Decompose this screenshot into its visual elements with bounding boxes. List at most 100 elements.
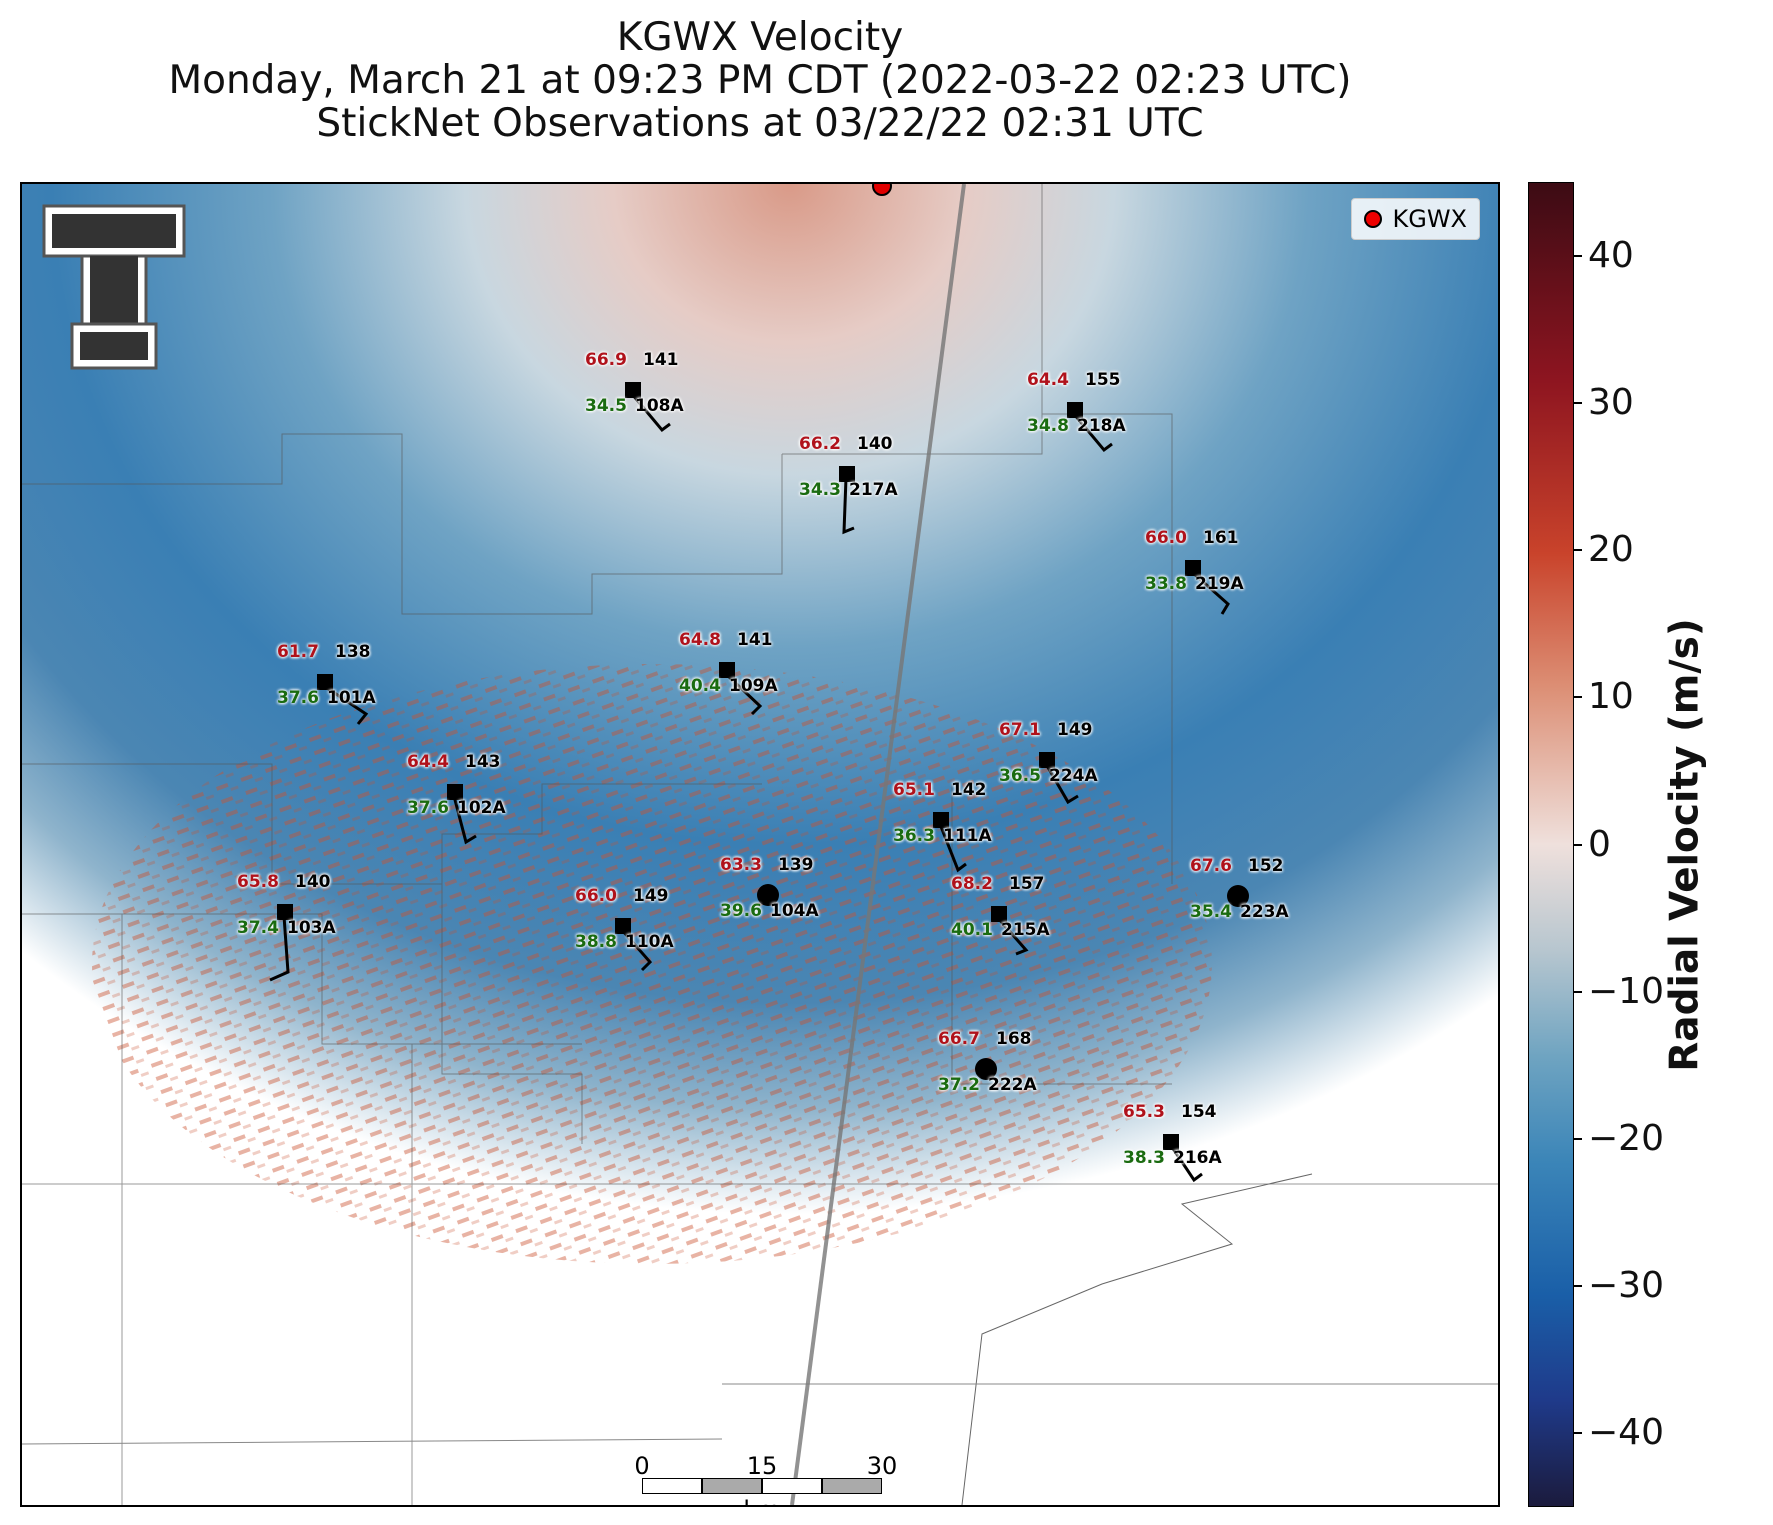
station-marker — [615, 918, 631, 934]
pressure-label: 140 — [857, 434, 893, 454]
highway — [790, 184, 966, 1505]
dewpoint-label: 34.3 — [799, 480, 841, 500]
temperature-label: 66.0 — [1145, 528, 1187, 548]
station-marker — [975, 1058, 997, 1080]
tick-mark — [1574, 843, 1582, 846]
tick-mark — [1574, 990, 1582, 993]
station-id-label: 103A — [287, 918, 336, 938]
title-line-obs: StickNet Observations at 03/22/22 02:31 … — [316, 101, 1204, 146]
station-id-label: 222A — [988, 1075, 1037, 1095]
pressure-label: 141 — [643, 350, 679, 370]
temperature-label: 66.2 — [799, 434, 841, 454]
dewpoint-label: 37.6 — [407, 798, 449, 818]
pressure-label: 138 — [335, 642, 371, 662]
pressure-label: 139 — [778, 855, 814, 875]
velocity-colorbar — [1528, 182, 1574, 1507]
pressure-label: 155 — [1085, 370, 1121, 390]
station-id-label: 218A — [1077, 416, 1126, 436]
temperature-label: 66.0 — [575, 886, 617, 906]
tick-label: 20 — [1588, 529, 1634, 571]
station-id-label: 111A — [943, 826, 992, 846]
scale-label-30: 30 — [866, 1452, 898, 1480]
temperature-label: 65.1 — [893, 780, 935, 800]
station-marker — [447, 784, 463, 800]
dewpoint-label: 35.4 — [1190, 902, 1232, 922]
temperature-label: 65.8 — [237, 872, 279, 892]
station-id-label: 224A — [1049, 766, 1098, 786]
station-id-label: 216A — [1173, 1148, 1222, 1168]
tick-mark — [1574, 254, 1582, 257]
temperature-label: 64.4 — [407, 752, 449, 772]
tick-mark — [1574, 401, 1582, 404]
tick-mark — [1574, 1432, 1582, 1435]
tick-label: 30 — [1588, 381, 1634, 423]
station-marker — [1163, 1134, 1179, 1150]
dewpoint-label: 38.8 — [575, 932, 617, 952]
tick-label: −40 — [1588, 1412, 1664, 1454]
pressure-label: 141 — [737, 630, 773, 650]
temperature-label: 67.1 — [999, 720, 1041, 740]
tick-mark — [1574, 696, 1582, 699]
scale-segment — [762, 1478, 822, 1494]
wind-barbs — [269, 393, 1230, 1183]
inbound-outbound-noise — [92, 664, 1212, 1264]
station-marker — [317, 674, 333, 690]
radar-site-icon — [1364, 210, 1383, 228]
station-id-label: 101A — [327, 688, 376, 708]
pressure-label: 140 — [295, 872, 331, 892]
tick-label: 40 — [1588, 234, 1634, 276]
tick-label: 10 — [1588, 676, 1634, 718]
station-marker — [839, 466, 855, 482]
dewpoint-label: 36.3 — [893, 826, 935, 846]
pressure-label: 152 — [1248, 856, 1284, 876]
temperature-label: 66.9 — [585, 350, 627, 370]
station-id-label: 108A — [635, 396, 684, 416]
station-marker — [933, 812, 949, 828]
state-border — [961, 1173, 1313, 1505]
scale-label-0: 0 — [634, 1452, 650, 1480]
station-marker — [719, 662, 735, 678]
dewpoint-label: 33.8 — [1145, 574, 1187, 594]
temperature-label: 68.2 — [951, 874, 993, 894]
dewpoint-label: 40.4 — [679, 676, 721, 696]
dewpoint-label: 37.6 — [277, 688, 319, 708]
station-id-label: 219A — [1195, 574, 1244, 594]
scale-label-15: 15 — [746, 1452, 778, 1480]
scale-unit: km — [743, 1496, 780, 1505]
station-id-label: 215A — [1001, 920, 1050, 940]
pressure-label: 149 — [633, 886, 669, 906]
pressure-label: 161 — [1203, 528, 1239, 548]
station-id-label: 217A — [849, 480, 898, 500]
station-marker — [991, 906, 1007, 922]
temperature-label: 67.6 — [1190, 856, 1232, 876]
dewpoint-label: 34.5 — [585, 396, 627, 416]
dewpoint-label: 37.2 — [938, 1075, 980, 1095]
legend-label: KGWX — [1392, 205, 1467, 233]
scale-segment — [702, 1478, 762, 1494]
tick-label: −20 — [1588, 1117, 1664, 1159]
tick-label: −30 — [1588, 1265, 1664, 1307]
map-title: KGWX Velocity Monday, March 21 at 09:23 … — [20, 16, 1500, 145]
tick-label: 0 — [1588, 823, 1611, 865]
pressure-label: 154 — [1181, 1102, 1217, 1122]
tick-label: −10 — [1588, 970, 1664, 1012]
station-marker — [1067, 402, 1083, 418]
scale-segment — [822, 1478, 882, 1494]
temperature-label: 66.7 — [938, 1029, 980, 1049]
dewpoint-label: 34.8 — [1027, 416, 1069, 436]
station-id-label: 104A — [770, 901, 819, 921]
title-line-time: Monday, March 21 at 09:23 PM CDT (2022-0… — [168, 58, 1352, 103]
temperature-label: 61.7 — [277, 642, 319, 662]
dewpoint-label: 37.4 — [237, 918, 279, 938]
radar-map[interactable]: KGWX 66.9 141 34.5 108A 64.4 155 34.8 218A 66.2 1… — [20, 182, 1500, 1507]
station-marker — [757, 884, 779, 906]
temperature-label: 63.3 — [720, 855, 762, 875]
station-marker — [1227, 885, 1249, 907]
pressure-label: 149 — [1057, 720, 1093, 740]
tick-mark — [1574, 1285, 1582, 1288]
scale-bar: 0 15 30 km — [634, 1452, 897, 1505]
station-marker — [277, 904, 293, 920]
temperature-label: 64.8 — [679, 630, 721, 650]
temperature-label: 64.4 — [1027, 370, 1069, 390]
map-legend: KGWX — [1351, 198, 1480, 240]
